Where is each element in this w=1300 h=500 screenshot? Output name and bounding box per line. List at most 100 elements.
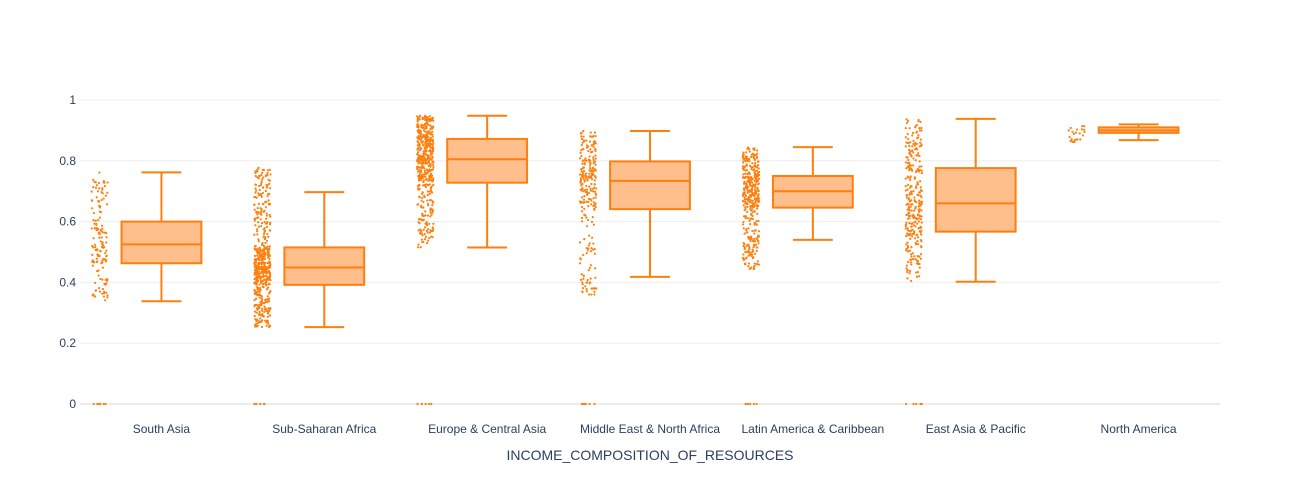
data-point [751,199,754,202]
data-point [259,277,262,280]
data-point [424,159,428,162]
data-point [431,135,434,138]
data-point [917,227,920,230]
data-point [253,208,256,211]
data-point [911,232,914,236]
data-point [909,141,912,144]
data-point [261,178,264,181]
data-point [908,151,911,155]
data-point [260,307,264,310]
data-point [757,235,761,238]
data-point [906,244,910,248]
data-point [594,157,597,160]
data-point [254,324,257,327]
outlier-point [742,244,745,248]
data-point [904,136,907,139]
data-point [594,202,597,205]
data-point [256,230,259,233]
data-point [752,239,755,243]
data-point [416,167,419,171]
data-point [425,220,428,224]
data-point [432,227,435,230]
data-point [593,190,597,193]
outlier-point [912,402,915,406]
data-point [267,262,270,265]
data-point [593,131,597,134]
data-point [98,171,101,174]
data-point [420,171,423,174]
data-point [746,180,750,183]
data-point [906,213,909,216]
data-point [262,286,265,289]
outlier-point [748,250,751,254]
data-point [916,182,919,186]
data-point [423,150,426,153]
data-point [594,196,597,199]
data-point [594,163,597,166]
data-point [919,120,922,124]
data-point [264,300,267,303]
data-point [919,218,923,221]
data-point [427,239,430,242]
outlier-point [584,402,587,406]
data-point [906,119,910,122]
data-point [919,201,922,204]
data-point [254,187,257,190]
data-point [426,194,429,197]
data-point [914,225,917,228]
outlier-point [424,402,427,406]
data-point [918,275,921,278]
data-point [426,132,429,135]
data-point [268,245,271,248]
data-point [253,195,256,199]
data-point [581,175,584,178]
data-point [748,150,751,153]
data-point [426,190,429,193]
data-point [592,145,595,148]
data-point [918,191,921,194]
data-point [906,277,909,280]
data-point [423,167,426,170]
box-5 [934,117,1017,283]
data-point [593,247,596,251]
data-point [904,145,907,148]
data-point [265,321,268,324]
data-point [913,255,916,258]
data-point [258,188,261,192]
data-point [257,202,260,206]
data-point [428,231,431,234]
data-point [268,314,271,317]
data-point [261,186,265,189]
data-point [741,167,745,170]
data-point [257,225,261,228]
data-point [419,218,422,221]
data-point [101,266,105,269]
data-point [745,231,748,234]
data-point [911,235,914,238]
data-point [917,136,920,139]
data-point [582,274,585,278]
data-point [910,222,913,225]
data-point [748,219,751,222]
data-point [754,252,757,255]
data-point [418,172,421,175]
data-point [423,169,426,173]
data-point [264,269,267,272]
data-point [106,181,109,184]
data-point [253,262,256,266]
data-point [257,192,260,195]
data-point [915,259,919,262]
data-point [586,225,589,228]
data-point [580,170,583,173]
data-point [584,190,587,194]
data-point [101,188,104,191]
data-point [421,241,424,244]
x-axis-ticks: South Asia Sub-Saharan Africa Europe & Cen… [133,422,1177,436]
data-point [920,126,923,130]
data-point [593,160,597,163]
data-point [917,208,920,211]
data-point [429,209,432,212]
data-point [97,181,101,185]
data-point [91,253,94,256]
data-point [431,204,434,207]
